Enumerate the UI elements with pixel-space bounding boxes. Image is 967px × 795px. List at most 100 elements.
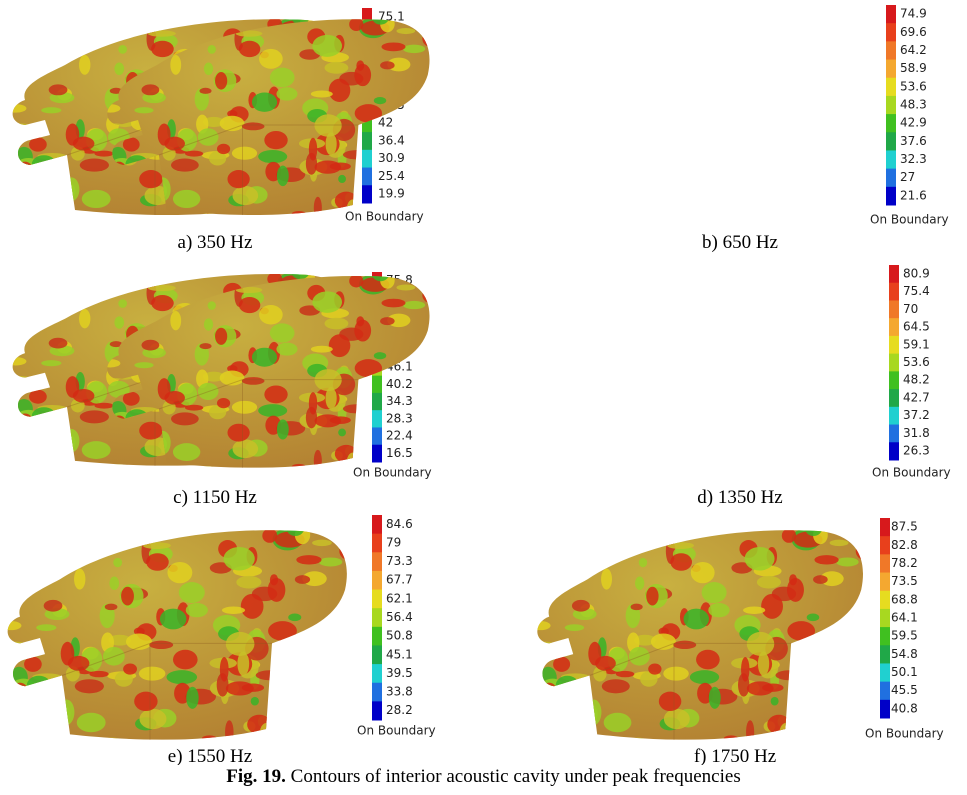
legend-swatch [880,591,890,610]
legend-swatch [372,664,382,683]
figure-caption: Fig. 19. Contours of interior acoustic c… [0,766,967,788]
legend-label: 19.9 [378,187,405,201]
legend-label: 22.4 [386,429,413,443]
legend-swatch [886,132,896,151]
legend-swatch [372,571,382,590]
legend-swatch [886,78,896,97]
legend-swatch [880,627,890,646]
panel-caption: b) 650 Hz [702,232,778,253]
legend-label: 54.8 [891,647,918,661]
figure-page: 75.169.66458.55347.54236.430.925.419.9On… [0,0,967,795]
legend-label: 37.6 [900,134,927,148]
legend-swatch [886,5,896,24]
legend-label: 64.5 [903,320,930,334]
legend-swatch [880,663,890,682]
figure: 75.169.66458.55347.54236.430.925.419.9On… [0,0,967,765]
legend-label: 37.2 [903,408,930,422]
panel-caption: d) 1350 Hz [697,487,782,508]
legend-label: 42.7 [903,390,930,404]
legend-label: 64.1 [891,611,918,625]
legend-label: 27 [900,170,915,184]
legend-label: 45.1 [386,647,413,661]
legend-label: 82.8 [891,538,918,552]
legend-label: 56.4 [386,610,413,624]
legend-label: 28.3 [386,411,413,425]
figure-label: Fig. 19. [226,766,286,787]
legend-label: 40.8 [891,701,918,715]
legend-swatch [889,283,899,301]
legend-swatch [372,410,382,428]
legend-swatch [362,150,372,168]
legend-swatch [372,534,382,553]
legend-swatch [372,608,382,627]
legend-swatch [372,393,382,411]
legend-footer: On Boundary [865,727,944,741]
panel-caption: e) 1550 Hz [168,746,252,765]
legend-footer: On Boundary [870,213,949,227]
panel-caption: c) 1150 Hz [173,487,257,508]
legend-swatch [372,552,382,571]
legend-swatch [372,427,382,445]
legend-swatch [889,425,899,443]
legend-swatch [886,150,896,169]
legend-label: 50.1 [891,665,918,679]
legend-label: 34.3 [386,394,413,408]
panel-caption: f) 1750 Hz [694,746,776,765]
legend-swatch [889,442,899,460]
legend-swatch [889,354,899,372]
legend-label: 73.3 [386,554,413,568]
legend-swatch [889,300,899,318]
legend-label: 84.6 [386,517,413,531]
legend-label: 48.2 [903,373,930,387]
legend-label: 16.5 [386,446,413,460]
legend-label: 33.8 [386,685,413,699]
legend-swatch [372,590,382,609]
legend-label: 64.2 [900,43,927,57]
legend-swatch [372,683,382,702]
legend-label: 32.3 [900,152,927,166]
legend-label: 58.9 [900,61,927,75]
legend-label: 42.9 [900,116,927,130]
legend-label: 73.5 [891,574,918,588]
legend-swatch [886,96,896,115]
legend-swatch [880,645,890,664]
panel: 87.582.878.273.568.864.159.554.850.145.5… [519,504,944,765]
legend-label: 53.6 [903,355,930,369]
legend-swatch [372,376,382,394]
legend-swatch [362,185,372,203]
legend-swatch [372,515,382,534]
legend-label: 28.2 [386,703,413,717]
legend-label: 67.7 [386,573,413,587]
legend-label: 62.1 [386,591,413,605]
legend-swatch [362,132,372,150]
legend-label: 87.5 [891,520,918,534]
legend-swatch [880,700,890,719]
panel-caption: a) 350 Hz [178,232,253,253]
legend-label: 48.3 [900,98,927,112]
legend-label: 45.5 [891,683,918,697]
legend-label: 53.6 [900,79,927,93]
legend-label: 21.6 [900,188,927,202]
legend-swatch [889,407,899,425]
figure-caption-text: Contours of interior acoustic cavity und… [291,766,741,787]
legend-footer: On Boundary [353,466,432,480]
legend-swatch [886,114,896,133]
legend-swatch [886,169,896,188]
legend-swatch [889,318,899,336]
legend-footer: On Boundary [357,724,436,738]
legend-label: 59.5 [891,629,918,643]
legend-label: 74.9 [900,7,927,21]
legend-label: 26.3 [903,444,930,458]
legend-swatch [880,518,890,537]
legend-swatch [889,371,899,389]
legend-swatch [880,682,890,701]
legend-swatch [880,573,890,592]
legend-swatch [889,336,899,354]
legend-swatch [889,265,899,283]
legend-swatch [886,60,896,79]
legend-label: 78.2 [891,556,918,570]
legend-swatch [886,23,896,42]
legend-footer: On Boundary [345,210,424,224]
legend-footer: On Boundary [872,466,951,480]
legend-swatch [372,701,382,720]
